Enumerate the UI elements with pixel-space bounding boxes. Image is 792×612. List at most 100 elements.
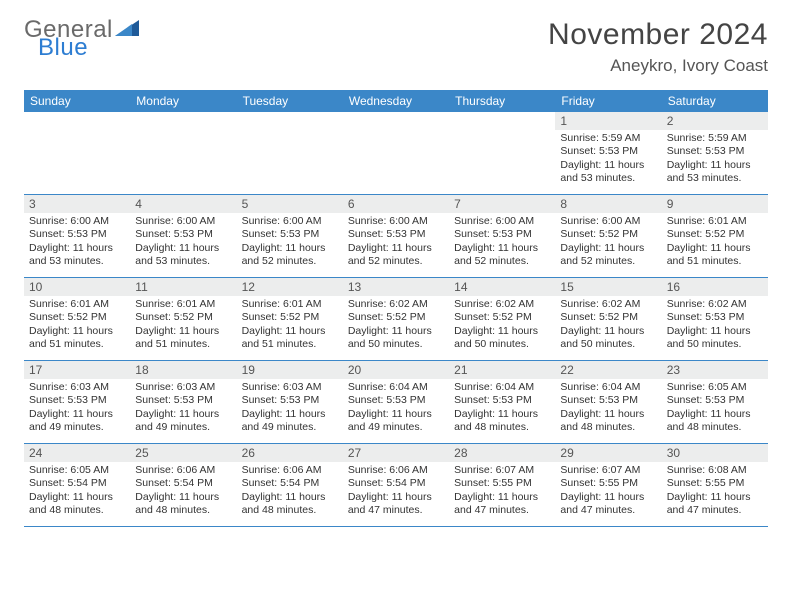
daylight-text: Daylight: 11 hours and 50 minutes. (348, 325, 444, 352)
weekday-header: Saturday (662, 90, 768, 112)
sunset-text: Sunset: 5:53 PM (242, 394, 338, 407)
daylight-text: Daylight: 11 hours and 50 minutes. (560, 325, 656, 352)
brand-logo: General Blue (24, 18, 141, 60)
day-details: Sunrise: 6:02 AMSunset: 5:52 PMDaylight:… (555, 296, 661, 356)
day-details: Sunrise: 6:02 AMSunset: 5:52 PMDaylight:… (449, 296, 555, 356)
day-number: 29 (555, 444, 661, 462)
sunset-text: Sunset: 5:53 PM (29, 228, 125, 241)
day-details: Sunrise: 6:00 AMSunset: 5:52 PMDaylight:… (555, 213, 661, 273)
day-cell: 27Sunrise: 6:06 AMSunset: 5:54 PMDayligh… (343, 444, 449, 526)
daylight-text: Daylight: 11 hours and 49 minutes. (135, 408, 231, 435)
daylight-text: Daylight: 11 hours and 49 minutes. (29, 408, 125, 435)
weekday-header: Monday (130, 90, 236, 112)
day-details: Sunrise: 6:02 AMSunset: 5:52 PMDaylight:… (343, 296, 449, 356)
daylight-text: Daylight: 11 hours and 53 minutes. (560, 159, 656, 186)
daylight-text: Daylight: 11 hours and 47 minutes. (667, 491, 763, 518)
day-cell: 9Sunrise: 6:01 AMSunset: 5:52 PMDaylight… (662, 195, 768, 277)
day-details: Sunrise: 6:04 AMSunset: 5:53 PMDaylight:… (555, 379, 661, 439)
sunrise-text: Sunrise: 6:01 AM (135, 298, 231, 311)
day-number: 23 (662, 361, 768, 379)
day-number: 7 (449, 195, 555, 213)
month-year-title: November 2024 (548, 18, 768, 52)
day-cell: 7Sunrise: 6:00 AMSunset: 5:53 PMDaylight… (449, 195, 555, 277)
day-cell: 15Sunrise: 6:02 AMSunset: 5:52 PMDayligh… (555, 278, 661, 360)
day-details: Sunrise: 6:01 AMSunset: 5:52 PMDaylight:… (130, 296, 236, 356)
day-cell: 2Sunrise: 5:59 AMSunset: 5:53 PMDaylight… (662, 112, 768, 194)
day-cell: 22Sunrise: 6:04 AMSunset: 5:53 PMDayligh… (555, 361, 661, 443)
daylight-text: Daylight: 11 hours and 47 minutes. (348, 491, 444, 518)
sunrise-text: Sunrise: 6:03 AM (242, 381, 338, 394)
day-details: Sunrise: 6:06 AMSunset: 5:54 PMDaylight:… (237, 462, 343, 522)
sunset-text: Sunset: 5:52 PM (135, 311, 231, 324)
sunset-text: Sunset: 5:53 PM (454, 394, 550, 407)
sunrise-text: Sunrise: 6:08 AM (667, 464, 763, 477)
day-details: Sunrise: 5:59 AMSunset: 5:53 PMDaylight:… (662, 130, 768, 190)
sunrise-text: Sunrise: 6:04 AM (560, 381, 656, 394)
brand-word2: Blue (38, 36, 141, 60)
day-details: Sunrise: 6:06 AMSunset: 5:54 PMDaylight:… (343, 462, 449, 522)
day-cell: 19Sunrise: 6:03 AMSunset: 5:53 PMDayligh… (237, 361, 343, 443)
day-cell: 17Sunrise: 6:03 AMSunset: 5:53 PMDayligh… (24, 361, 130, 443)
day-number: 21 (449, 361, 555, 379)
daylight-text: Daylight: 11 hours and 52 minutes. (454, 242, 550, 269)
day-number: 12 (237, 278, 343, 296)
sunset-text: Sunset: 5:52 PM (348, 311, 444, 324)
week-row: 1Sunrise: 5:59 AMSunset: 5:53 PMDaylight… (24, 112, 768, 195)
daylight-text: Daylight: 11 hours and 48 minutes. (667, 408, 763, 435)
day-details: Sunrise: 5:59 AMSunset: 5:53 PMDaylight:… (555, 130, 661, 190)
day-number: 6 (343, 195, 449, 213)
day-number: 17 (24, 361, 130, 379)
day-cell: 23Sunrise: 6:05 AMSunset: 5:53 PMDayligh… (662, 361, 768, 443)
calendar-grid: SundayMondayTuesdayWednesdayThursdayFrid… (24, 90, 768, 527)
day-cell: 26Sunrise: 6:06 AMSunset: 5:54 PMDayligh… (237, 444, 343, 526)
day-cell: 28Sunrise: 6:07 AMSunset: 5:55 PMDayligh… (449, 444, 555, 526)
day-number: 4 (130, 195, 236, 213)
sunrise-text: Sunrise: 6:00 AM (348, 215, 444, 228)
week-row: 10Sunrise: 6:01 AMSunset: 5:52 PMDayligh… (24, 278, 768, 361)
sunrise-text: Sunrise: 6:06 AM (348, 464, 444, 477)
sunrise-text: Sunrise: 5:59 AM (560, 132, 656, 145)
daylight-text: Daylight: 11 hours and 52 minutes. (348, 242, 444, 269)
sunset-text: Sunset: 5:55 PM (667, 477, 763, 490)
sunset-text: Sunset: 5:53 PM (135, 228, 231, 241)
day-details: Sunrise: 6:00 AMSunset: 5:53 PMDaylight:… (130, 213, 236, 273)
sunset-text: Sunset: 5:53 PM (135, 394, 231, 407)
daylight-text: Daylight: 11 hours and 47 minutes. (454, 491, 550, 518)
day-number: 14 (449, 278, 555, 296)
daylight-text: Daylight: 11 hours and 50 minutes. (454, 325, 550, 352)
day-details: Sunrise: 6:03 AMSunset: 5:53 PMDaylight:… (24, 379, 130, 439)
day-cell: 13Sunrise: 6:02 AMSunset: 5:52 PMDayligh… (343, 278, 449, 360)
day-number: 11 (130, 278, 236, 296)
week-row: 3Sunrise: 6:00 AMSunset: 5:53 PMDaylight… (24, 195, 768, 278)
sunset-text: Sunset: 5:54 PM (242, 477, 338, 490)
daylight-text: Daylight: 11 hours and 52 minutes. (560, 242, 656, 269)
sunrise-text: Sunrise: 6:04 AM (348, 381, 444, 394)
weekday-header: Friday (555, 90, 661, 112)
day-number: 20 (343, 361, 449, 379)
sunrise-text: Sunrise: 6:00 AM (242, 215, 338, 228)
day-details: Sunrise: 6:00 AMSunset: 5:53 PMDaylight:… (449, 213, 555, 273)
day-cell: 5Sunrise: 6:00 AMSunset: 5:53 PMDaylight… (237, 195, 343, 277)
weekday-header: Thursday (449, 90, 555, 112)
sunset-text: Sunset: 5:55 PM (560, 477, 656, 490)
empty-day-cell (130, 112, 236, 194)
sunset-text: Sunset: 5:52 PM (560, 311, 656, 324)
day-number: 25 (130, 444, 236, 462)
sunset-text: Sunset: 5:53 PM (348, 228, 444, 241)
sunrise-text: Sunrise: 6:03 AM (135, 381, 231, 394)
weekday-header: Tuesday (237, 90, 343, 112)
daylight-text: Daylight: 11 hours and 48 minutes. (135, 491, 231, 518)
sunset-text: Sunset: 5:55 PM (454, 477, 550, 490)
empty-day-cell (24, 112, 130, 194)
sunset-text: Sunset: 5:53 PM (454, 228, 550, 241)
day-cell: 25Sunrise: 6:06 AMSunset: 5:54 PMDayligh… (130, 444, 236, 526)
day-details: Sunrise: 6:03 AMSunset: 5:53 PMDaylight:… (130, 379, 236, 439)
day-number: 1 (555, 112, 661, 130)
daylight-text: Daylight: 11 hours and 53 minutes. (135, 242, 231, 269)
day-cell: 29Sunrise: 6:07 AMSunset: 5:55 PMDayligh… (555, 444, 661, 526)
day-number: 19 (237, 361, 343, 379)
brand-triangle-icon (115, 19, 141, 37)
daylight-text: Daylight: 11 hours and 51 minutes. (242, 325, 338, 352)
sunrise-text: Sunrise: 6:01 AM (242, 298, 338, 311)
day-cell: 30Sunrise: 6:08 AMSunset: 5:55 PMDayligh… (662, 444, 768, 526)
